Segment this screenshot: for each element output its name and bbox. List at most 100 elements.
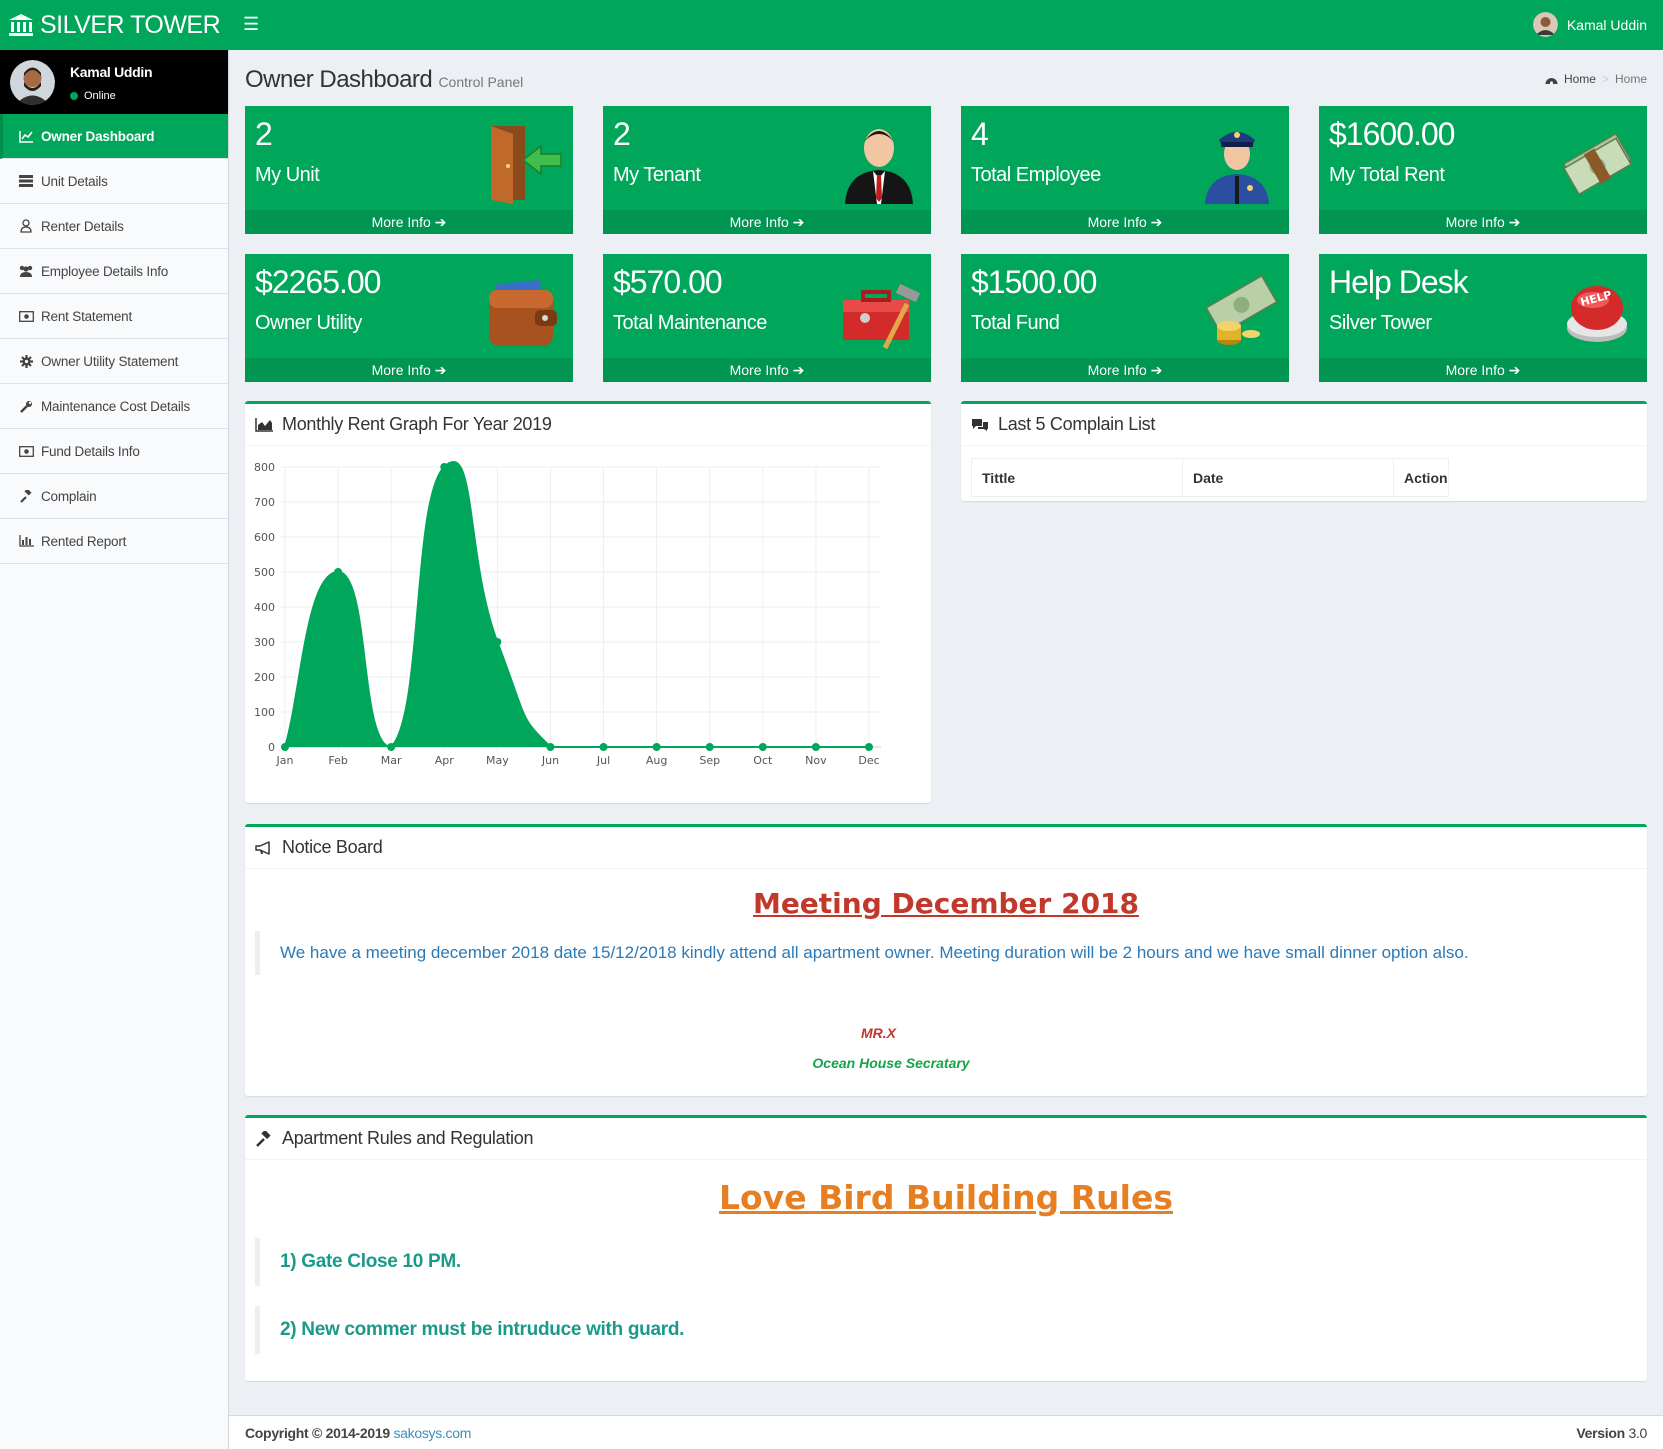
tile-label: Total Fund xyxy=(971,312,1060,334)
menu-toggle-icon[interactable]: ☰ xyxy=(243,14,260,34)
more-info-label: More Info xyxy=(1087,362,1147,378)
money-icon xyxy=(18,444,34,458)
data-point xyxy=(758,743,767,751)
breadcrumb: Home > Home xyxy=(1545,72,1647,86)
breadcrumb-separator: > xyxy=(1601,72,1609,86)
data-point xyxy=(599,743,608,751)
tile-total-employee: 4 Total Employee More Info ➔ xyxy=(961,106,1289,234)
tile-label: Total Employee xyxy=(971,164,1101,186)
more-info-link[interactable]: More Info ➔ xyxy=(603,210,931,234)
x-tick-label: Mar xyxy=(381,754,402,767)
signature-role: Ocean House Secratary xyxy=(812,1055,970,1071)
notice-board-title: Notice Board xyxy=(282,837,383,857)
area-chart-icon xyxy=(255,417,273,432)
app-logo[interactable]: SILVER TOWER xyxy=(0,0,229,50)
x-tick-label: Apr xyxy=(435,754,455,767)
user-menu[interactable]: Kamal Uddin xyxy=(1532,12,1647,37)
y-tick-label: 400 xyxy=(254,601,275,614)
sidebar-item-renter-details[interactable]: Renter Details xyxy=(0,204,228,249)
footer-version: Version 3.0 xyxy=(1576,1425,1647,1441)
more-info-link[interactable]: More Info ➔ xyxy=(1319,210,1647,234)
more-info-link[interactable]: More Info ➔ xyxy=(245,358,573,382)
arrow-circle-right-icon: ➔ xyxy=(1150,214,1163,230)
sidebar-item-maintenance-cost[interactable]: Maintenance Cost Details xyxy=(0,384,228,429)
rent-graph-box: Monthly Rent Graph For Year 2019 0 100 200… xyxy=(245,401,931,803)
sidebar-item-label: Employee Details Info xyxy=(41,263,169,279)
rules-box: Apartment Rules and Regulation Love Bird… xyxy=(245,1115,1647,1381)
sidebar-item-owner-utility-statement[interactable]: Owner Utility Statement xyxy=(0,339,228,384)
wallet-icon xyxy=(489,279,557,346)
x-tick-label: Aug xyxy=(646,754,667,767)
tile-value: Help Desk xyxy=(1329,264,1469,300)
tile-label: My Tenant xyxy=(613,164,701,186)
sidebar-item-label: Complain xyxy=(41,488,97,504)
more-info-link[interactable]: More Info ➔ xyxy=(961,358,1289,382)
online-status: Online xyxy=(70,90,116,102)
status-text: Online xyxy=(84,90,116,102)
notice-title: Meeting December 2018 xyxy=(752,887,1140,920)
more-info-link[interactable]: More Info ➔ xyxy=(961,210,1289,234)
sidebar-item-unit-details[interactable]: Unit Details xyxy=(0,159,228,204)
gavel-icon xyxy=(18,489,34,503)
top-navbar: ☰ Kamal Uddin xyxy=(229,0,1663,50)
data-point xyxy=(493,638,502,646)
arrow-circle-right-icon: ➔ xyxy=(1508,362,1521,378)
rule-item: 1) Gate Close 10 PM. xyxy=(255,1238,461,1286)
user-panel: Kamal Uddin Online xyxy=(0,50,228,114)
breadcrumb-home[interactable]: Home xyxy=(1563,72,1596,86)
sidebar-item-label: Fund Details Info xyxy=(41,443,140,459)
x-tick-label: Jun xyxy=(541,754,559,767)
more-info-link[interactable]: More Info ➔ xyxy=(245,210,573,234)
tile-label: My Total Rent xyxy=(1329,164,1445,186)
sidebar-item-complain[interactable]: Complain xyxy=(0,474,228,519)
more-info-label: More Info xyxy=(371,362,431,378)
arrow-circle-right-icon: ➔ xyxy=(434,214,447,230)
tile-my-tenant: 2 My Tenant More Info ➔ xyxy=(603,106,931,234)
sidebar-item-owner-dashboard[interactable]: Owner Dashboard xyxy=(0,114,228,159)
arrow-circle-right-icon: ➔ xyxy=(434,362,447,378)
sidebar-item-label: Maintenance Cost Details xyxy=(41,398,191,414)
tile-value: $1500.00 xyxy=(971,264,1097,300)
sidebar-item-rented-report[interactable]: Rented Report xyxy=(0,519,228,564)
y-tick-label: 200 xyxy=(254,671,275,684)
more-info-link[interactable]: More Info ➔ xyxy=(603,358,931,382)
series-line xyxy=(284,460,869,749)
sidebar-menu: Owner Dashboard Unit Details Renter Deta… xyxy=(0,114,228,564)
table-header-row: Tittle Date Action xyxy=(971,458,1449,497)
tile-label: Silver Tower xyxy=(1329,312,1432,334)
rules-title: Love Bird Building Rules xyxy=(719,1178,1173,1217)
sidebar-item-rent-statement[interactable]: Rent Statement xyxy=(0,294,228,339)
more-info-label: More Info xyxy=(729,214,789,230)
column-title: Tittle xyxy=(971,458,1183,497)
line-chart-icon xyxy=(18,129,34,143)
tile-value: 4 xyxy=(971,116,989,152)
x-tick-label: Dec xyxy=(858,754,879,767)
x-tick-label: Feb xyxy=(328,754,347,767)
box-header: Monthly Rent Graph For Year 2019 xyxy=(245,404,931,446)
cash-icon xyxy=(1562,132,1633,196)
money-icon xyxy=(18,309,34,323)
y-tick-label: 100 xyxy=(254,706,275,719)
sidebar-item-fund-details[interactable]: Fund Details Info xyxy=(0,429,228,474)
box-header: Apartment Rules and Regulation xyxy=(245,1118,1647,1160)
footer-link[interactable]: sakosys.com xyxy=(393,1424,472,1441)
x-tick-label: Sep xyxy=(699,754,720,767)
complain-list-title: Last 5 Complain List xyxy=(998,414,1156,434)
more-info-link[interactable]: More Info ➔ xyxy=(1319,358,1647,382)
version-label: Version xyxy=(1576,1424,1625,1441)
breadcrumb-current: Home xyxy=(1614,72,1647,86)
arrow-circle-right-icon: ➔ xyxy=(792,362,805,378)
more-info-label: More Info xyxy=(1087,214,1147,230)
policeman-icon xyxy=(1205,132,1269,204)
sidebar-item-employee-details[interactable]: Employee Details Info xyxy=(0,249,228,294)
page-title: Owner Dashboard Control Panel xyxy=(245,66,523,94)
x-tick-label: Nov xyxy=(805,754,827,767)
avatar xyxy=(1532,12,1558,37)
box-header: Notice Board xyxy=(245,827,1647,869)
copyright-text: Copyright © 2014-2019 xyxy=(245,1424,390,1441)
page-subtitle: Control Panel xyxy=(438,74,524,90)
notice-board-box: Notice Board Meeting December 2018 We ha… xyxy=(245,824,1647,1096)
data-point xyxy=(387,743,396,751)
tile-help-desk: Help Desk Silver Tower HELP More Info ➔ xyxy=(1319,254,1647,382)
data-point xyxy=(440,463,449,471)
